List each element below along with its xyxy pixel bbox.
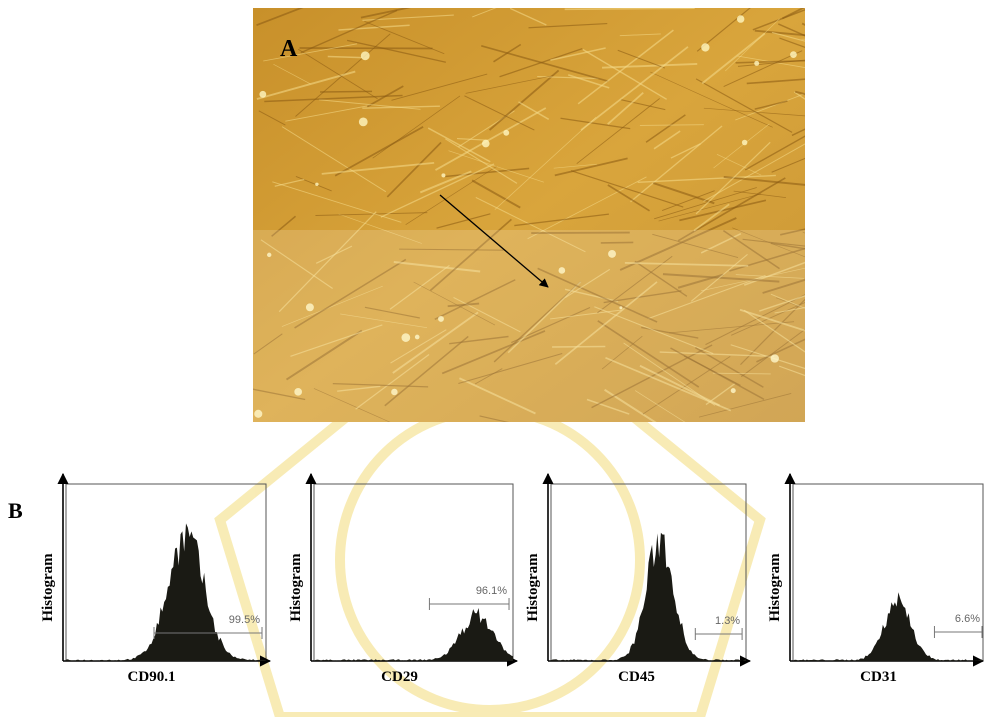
cell-body <box>361 51 370 60</box>
cell-body <box>315 183 318 186</box>
cell-body <box>482 140 490 148</box>
gate-label: 6.6% <box>955 613 980 625</box>
histogram-plot: 96.1% Histogram CD29 <box>288 474 517 685</box>
cell <box>802 39 867 40</box>
cell <box>803 232 878 266</box>
cell-body <box>790 51 797 58</box>
gate-label: 99.5% <box>229 614 260 626</box>
y-axis-label: Histogram <box>525 553 541 622</box>
y-axis-label: Histogram <box>288 553 304 622</box>
x-axis-label: CD29 <box>381 669 418 685</box>
y-axis-label: Histogram <box>40 553 56 622</box>
cell-body <box>737 15 744 22</box>
y-axis-label: Histogram <box>767 553 783 622</box>
histogram <box>551 533 746 661</box>
cell-body <box>359 117 368 126</box>
cell-body <box>503 130 509 136</box>
x-axis-label: CD31 <box>860 669 897 685</box>
cell <box>802 23 859 51</box>
gate-label: 1.3% <box>715 615 740 627</box>
histogram-plot: 6.6% Histogram CD31 <box>767 474 983 685</box>
histogram <box>793 592 983 661</box>
cell <box>300 48 433 49</box>
cell-body <box>441 173 445 177</box>
gate-label: 96.1% <box>476 585 507 597</box>
x-axis-label: CD90.1 <box>128 669 176 685</box>
page: A B 99.5% Histogram CD90.1 96.1% Histogram CD… <box>0 0 984 717</box>
cell <box>320 91 372 92</box>
figure: A B 99.5% Histogram CD90.1 96.1% Histogram CD… <box>0 0 984 717</box>
cell <box>792 78 912 135</box>
cell-body <box>701 43 709 51</box>
panel-label: A <box>280 36 298 62</box>
x-axis-label: CD45 <box>618 669 655 685</box>
cell <box>795 92 918 122</box>
overlay-band <box>253 230 805 422</box>
histogram <box>66 523 266 661</box>
histogram <box>314 608 513 661</box>
panel-label: B <box>8 498 23 523</box>
cell-body <box>259 91 266 98</box>
cell-body <box>754 61 759 66</box>
cell-body <box>742 140 747 145</box>
cell <box>565 8 695 9</box>
